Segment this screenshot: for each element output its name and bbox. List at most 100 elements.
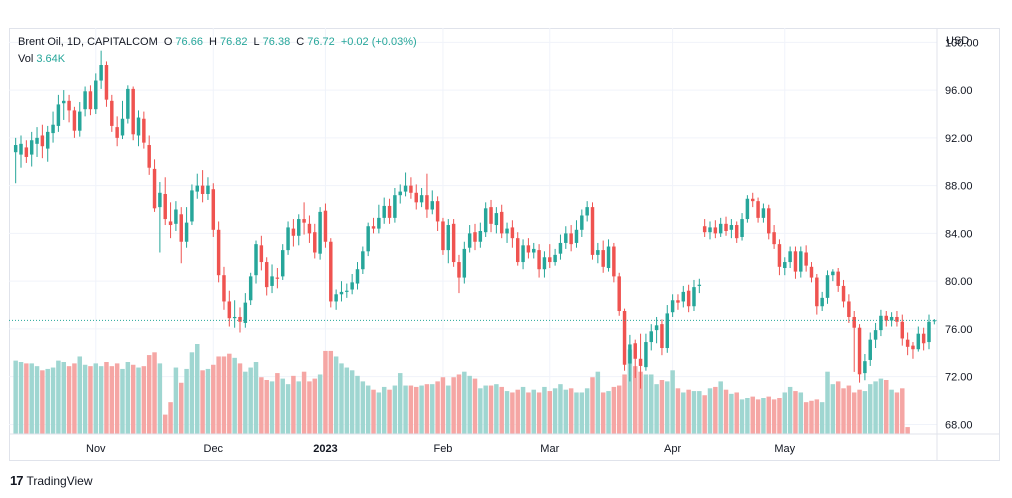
candle-body: [264, 262, 269, 288]
volume-bar: [745, 398, 750, 434]
volume-bar: [803, 402, 809, 434]
candle-body: [499, 211, 504, 234]
candle-body: [323, 210, 328, 242]
candle-body: [526, 245, 531, 253]
candle-body: [884, 315, 888, 321]
candle-body: [772, 232, 776, 245]
volume-bar: [729, 393, 734, 434]
volume-bar: [24, 363, 29, 434]
volume-bar: [670, 370, 675, 434]
volume-bar: [29, 363, 34, 434]
volume-bar: [328, 350, 334, 434]
candle-body: [692, 287, 696, 307]
candle-body: [868, 339, 872, 360]
tradingview-logo-icon: 17: [10, 473, 24, 488]
volume-bar: [109, 366, 115, 434]
volume-bar: [488, 385, 494, 434]
volume-bar: [205, 368, 211, 434]
volume-bar: [531, 389, 536, 434]
volume-bar: [435, 381, 440, 434]
candle-body: [788, 251, 792, 263]
candle-body: [697, 284, 702, 286]
candlestick-chart[interactable]: 100.00 96.00 92.00 88.00 84.00 80.00 76.00 72.0…: [9, 28, 1000, 461]
x-tick-label: Apr: [664, 443, 681, 455]
candle-body: [99, 65, 103, 81]
candle-body: [494, 213, 499, 226]
volume-bar: [697, 391, 702, 434]
candle-body: [857, 327, 862, 375]
x-tick-label: Dec: [204, 443, 224, 455]
volume-bar: [184, 368, 189, 434]
y-tick-label: 92.00: [945, 133, 973, 145]
candle-body: [382, 205, 386, 218]
low-value: 76.38: [262, 36, 291, 48]
candle-body: [745, 198, 750, 220]
candle-body: [515, 238, 520, 263]
candle-body: [45, 131, 50, 149]
volume-bar: [777, 398, 782, 434]
volume-bar: [130, 364, 136, 434]
candle-body: [297, 219, 301, 236]
volume-bar: [483, 385, 488, 434]
candle-body: [889, 316, 894, 321]
volume-bar: [264, 380, 269, 434]
volume-bar: [835, 381, 841, 434]
volume-bar: [638, 371, 643, 434]
candle-body: [329, 241, 333, 302]
candle-body: [532, 248, 536, 253]
volume-bar: [600, 392, 606, 434]
candle-body: [275, 277, 280, 279]
volume-bar: [611, 386, 617, 434]
candle-body: [537, 250, 541, 270]
candle-body: [686, 290, 691, 307]
candle-body: [409, 185, 413, 193]
candle-body: [115, 127, 119, 138]
volume-bar: [595, 371, 601, 434]
candle-body: [110, 100, 114, 126]
candle-body: [831, 271, 835, 276]
candle-body: [617, 276, 621, 312]
volume-legend: Vol 3.64K: [18, 53, 65, 65]
candle-body: [184, 222, 189, 242]
volume-bar: [178, 382, 184, 434]
candle-body: [654, 325, 659, 331]
volume-bar: [579, 392, 585, 434]
volume-bar: [269, 381, 275, 434]
tradingview-brand[interactable]: 17 TradingView: [10, 473, 93, 488]
candle-body: [612, 246, 616, 277]
volume-bar: [339, 363, 344, 434]
volume-bar: [478, 388, 483, 434]
y-tick-label: 88.00: [945, 181, 973, 193]
candle-body: [78, 111, 82, 131]
volume-bar: [371, 389, 376, 434]
volume-bar: [841, 388, 846, 434]
volume-bar: [606, 391, 611, 434]
volume-bar: [61, 362, 66, 434]
x-tick-label: 2023: [313, 443, 337, 455]
volume-bar: [622, 374, 627, 434]
volume-bar: [526, 392, 531, 434]
volume-bar: [317, 374, 323, 434]
volume-bar: [152, 352, 157, 434]
y-tick-label: 68.00: [945, 419, 973, 431]
volume-bar: [200, 370, 205, 434]
candle-body: [280, 250, 285, 277]
volume-bar: [675, 388, 681, 434]
volume-bar: [414, 386, 419, 434]
candle-body: [852, 316, 856, 328]
volume-bar: [40, 370, 45, 434]
volume-bar: [857, 389, 862, 434]
candle-body: [206, 185, 210, 194]
candle-body: [13, 145, 18, 153]
volume-bar: [13, 360, 18, 434]
volume-bar: [189, 352, 195, 434]
volume-bar: [878, 378, 884, 434]
candle-body: [62, 100, 66, 104]
candle-body: [174, 209, 178, 224]
volume-bar: [323, 350, 328, 434]
candle-body: [147, 145, 151, 168]
volume-bar: [793, 391, 798, 434]
candle-body: [291, 228, 296, 236]
volume-bar: [654, 384, 659, 434]
volume-bar: [665, 381, 670, 434]
